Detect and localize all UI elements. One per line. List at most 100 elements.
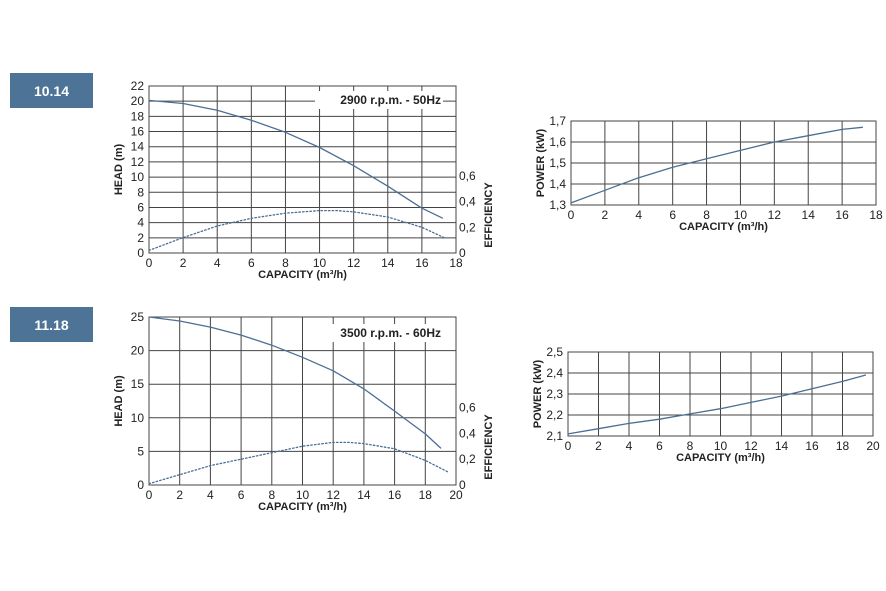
chart-1-y-tick-label: 6: [137, 200, 144, 214]
chart-3-x-tick-label: 0: [146, 488, 153, 502]
chart-3-frame: [148, 316, 457, 486]
chart-1-y2-axis-label: EFFICIENCY: [483, 182, 495, 248]
chart-3-y2-axis-label: EFFICIENCY: [483, 414, 495, 480]
chart-1-y-tick-label: 10: [131, 170, 145, 184]
chart-3-x-axis-label: CAPACITY (m³/h): [258, 501, 347, 513]
chart-3-x-tick-label: 10: [296, 488, 310, 502]
chart-4-power-curve: [567, 374, 867, 435]
chart-3-y-axis-label: HEAD (m): [113, 375, 125, 427]
chart-1-x-tick-label: 14: [381, 256, 395, 270]
chart-1-x-tick-label: 6: [248, 256, 255, 270]
chart-1-y-tick-label: 2: [137, 231, 144, 245]
model-badge-1118: 11.18: [10, 307, 93, 342]
chart-3-x-tick-label: 20: [449, 488, 463, 502]
chart-3-x-tick-label: 6: [238, 488, 245, 502]
chart-1-y-tick-label: 18: [131, 109, 145, 123]
chart-3-speed-annotation: 3500 r.p.m. - 60Hz: [340, 326, 441, 340]
chart-3-x-tick-label: 4: [207, 488, 214, 502]
chart-4-x-tick-label: 8: [687, 439, 694, 453]
chart-4-x-tick-label: 6: [656, 439, 663, 453]
chart-1-efficiency-curve: [148, 209, 445, 252]
chart-1-frame: [148, 85, 457, 254]
chart-2-x-tick-label: 4: [635, 208, 642, 222]
chart-1-y-tick-label: 0: [137, 246, 144, 260]
chart-1-x-axis-label: CAPACITY (m³/h): [258, 269, 347, 281]
chart-3-x-tick-label: 8: [268, 488, 275, 502]
chart-2-y-tick-label: 1,3: [549, 198, 566, 212]
chart-1-y-tick-label: 16: [131, 125, 145, 139]
chart-1-x-tick-label: 2: [180, 256, 187, 270]
chart-3-x-tick-label: 2: [176, 488, 183, 502]
chart-2-y-axis-label: POWER (kW): [535, 128, 547, 197]
chart-3-x-tick-label: 18: [419, 488, 433, 502]
chart-3-x-tick-label: 16: [388, 488, 402, 502]
chart-4-frame: [567, 351, 874, 437]
chart-2-power-curve: [570, 126, 864, 204]
chart-4-y-axis-label: POWER (kW): [532, 359, 544, 428]
chart-3-x-tick-label: 14: [357, 488, 371, 502]
chart-3-y2-tick-label: 0,2: [459, 452, 476, 466]
chart-4-x-tick-label: 10: [714, 439, 728, 453]
chart-1-speed-annotation: 2900 r.p.m. - 50Hz: [340, 93, 441, 107]
chart-1-y2-tick-label: 0: [459, 246, 466, 260]
chart-4-x-tick-label: 4: [626, 439, 633, 453]
chart-1-x-tick-label: 4: [214, 256, 221, 270]
chart-4-x-tick-label: 18: [836, 439, 850, 453]
chart-1-y-tick-label: 22: [131, 79, 145, 93]
chart-2-y-tick-label: 1,6: [549, 135, 566, 149]
chart-2-x-tick-label: 12: [768, 208, 782, 222]
chart-4-x-axis-label: CAPACITY (m³/h): [676, 452, 765, 464]
chart-2-x-axis-label: CAPACITY (m³/h): [679, 221, 768, 233]
chart-4-y-tick-label: 2,2: [546, 408, 563, 422]
chart-1-y-tick-label: 8: [137, 185, 144, 199]
chart-4-x-tick-label: 16: [805, 439, 819, 453]
chart-2-frame: [570, 120, 877, 206]
chart-4-x-tick-label: 12: [744, 439, 758, 453]
chart-4-x-tick-label: 14: [775, 439, 789, 453]
chart-2-x-tick-label: 14: [802, 208, 816, 222]
chart-1-x-tick-label: 12: [347, 256, 361, 270]
chart-2-y-tick-label: 1,7: [549, 114, 566, 128]
chart-3-y2-tick-label: 0,6: [459, 400, 476, 414]
chart-1-y2-tick-label: 0,6: [459, 169, 476, 183]
chart-3-efficiency-curve: [148, 441, 449, 485]
chart-1-x-tick-label: 10: [313, 256, 327, 270]
chart-2-x-tick-label: 18: [869, 208, 883, 222]
chart-1-y-tick-label: 14: [131, 140, 145, 154]
chart-1-head-curve: [148, 99, 444, 219]
chart-2-x-tick-label: 8: [703, 208, 710, 222]
chart-2-x-tick-label: 16: [835, 208, 849, 222]
chart-4-y-tick-label: 2,5: [546, 345, 563, 359]
chart-3-y2-tick-label: 0,4: [459, 426, 476, 440]
chart-1-x-tick-label: 0: [146, 256, 153, 270]
chart-3-y-tick-label: 25: [131, 310, 145, 324]
model-badge-1014: 10.14: [10, 73, 93, 108]
chart-1-x-tick-label: 16: [415, 256, 429, 270]
chart-2-y-tick-label: 1,4: [549, 177, 566, 191]
chart-3-y-tick-label: 5: [137, 444, 144, 458]
chart-3-head-curve: [148, 316, 442, 449]
chart-4-y-tick-label: 2,3: [546, 387, 563, 401]
chart-4-x-tick-label: 0: [565, 439, 572, 453]
chart-1-y-tick-label: 4: [137, 216, 144, 230]
chart-3-y-tick-label: 15: [131, 377, 145, 391]
chart-2-x-tick-label: 6: [669, 208, 676, 222]
chart-3-y-tick-label: 0: [137, 478, 144, 492]
chart-1-y2-tick-label: 0,4: [459, 195, 476, 209]
chart-1-y2-tick-label: 0,2: [459, 220, 476, 234]
chart-4-x-tick-label: 20: [866, 439, 880, 453]
chart-2-x-tick-label: 10: [734, 208, 748, 222]
chart-3-annotation-bg: [315, 324, 443, 342]
chart-1-annotation-bg: [315, 91, 443, 109]
chart-3-y2-tick-label: 0: [459, 478, 466, 492]
chart-1-y-tick-label: 12: [131, 155, 145, 169]
chart-3-y-tick-label: 10: [131, 411, 145, 425]
chart-1-x-tick-label: 18: [449, 256, 463, 270]
chart-3-y-tick-label: 20: [131, 344, 145, 358]
chart-1-x-tick-label: 8: [282, 256, 289, 270]
chart-2-x-tick-label: 2: [602, 208, 609, 222]
chart-4-y-tick-label: 2,4: [546, 366, 563, 380]
chart-4-x-tick-label: 2: [595, 439, 602, 453]
chart-4-y-tick-label: 2,1: [546, 429, 563, 443]
